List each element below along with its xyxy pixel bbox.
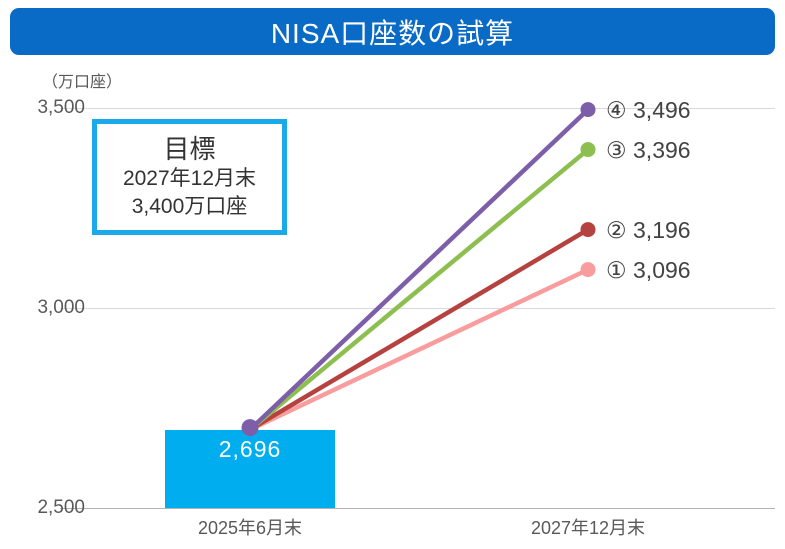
end-marker-④ xyxy=(580,102,596,118)
goal-target-accounts: 3,400万口座 xyxy=(131,195,248,218)
line-series-③ xyxy=(248,147,590,432)
series-label-④: ④ 3,496 xyxy=(606,96,691,123)
series-label-①: ① 3,096 xyxy=(606,256,691,283)
x-axis-label: 2025年6月末 xyxy=(197,518,303,538)
goal-annotation-box: 目標 2027年12月末 3,400万口座 xyxy=(92,119,287,235)
bar-2025-june: 2,696 xyxy=(165,429,335,508)
chart-title-bar: NISA口座数の試算 xyxy=(10,8,775,55)
y-axis-unit-label: （万口座） xyxy=(42,74,123,91)
start-marker xyxy=(241,419,259,437)
end-marker-② xyxy=(580,222,596,238)
series-label-②: ② 3,196 xyxy=(606,216,691,243)
gridline-2,500 xyxy=(60,508,775,509)
y-tick-label: 3,500 xyxy=(37,97,85,118)
gridline-3,500 xyxy=(60,108,775,109)
line-series-② xyxy=(248,227,590,432)
series-label-③: ③ 3,396 xyxy=(606,136,691,163)
y-tick-label: 2,500 xyxy=(37,497,85,518)
y-tick-label: 3,000 xyxy=(37,297,85,318)
line-series-① xyxy=(249,267,589,432)
x-axis-label: 2027年12月末 xyxy=(530,518,646,538)
gridline-3,000 xyxy=(60,308,775,309)
chart-title: NISA口座数の試算 xyxy=(270,17,515,49)
end-marker-① xyxy=(580,262,596,278)
bar-value-label: 2,696 xyxy=(218,435,282,462)
goal-date: 2027年12月末 xyxy=(122,167,257,190)
end-marker-③ xyxy=(580,142,596,158)
line-series-④ xyxy=(248,107,590,432)
goal-title: 目標 xyxy=(163,134,216,164)
